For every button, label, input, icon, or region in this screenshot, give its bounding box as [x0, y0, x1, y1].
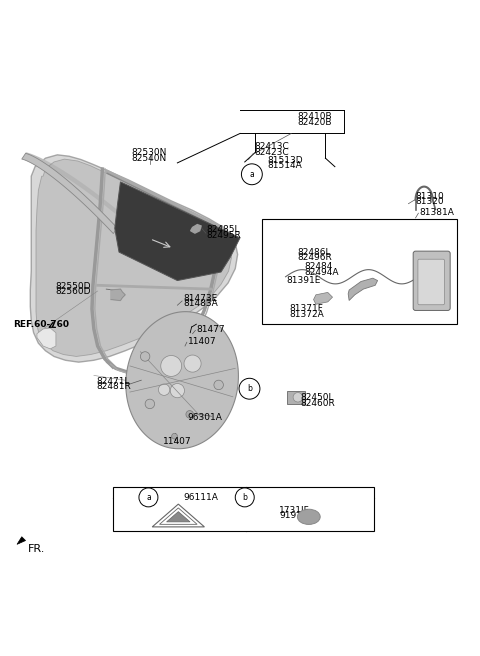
Text: 81391E: 81391E: [287, 276, 321, 285]
Text: 81477: 81477: [196, 325, 225, 334]
Polygon shape: [313, 293, 333, 304]
Text: 81372A: 81372A: [290, 310, 324, 319]
Text: 96111A: 96111A: [183, 493, 218, 502]
Circle shape: [186, 411, 193, 418]
Text: 82413C: 82413C: [254, 142, 289, 152]
Text: b: b: [242, 493, 247, 502]
Bar: [113, 487, 374, 531]
Polygon shape: [30, 155, 238, 362]
Polygon shape: [191, 224, 201, 233]
Text: 82481R: 82481R: [96, 382, 132, 392]
Text: REF.60-760: REF.60-760: [13, 319, 69, 329]
Polygon shape: [167, 512, 190, 522]
Text: 82496R: 82496R: [297, 253, 332, 262]
Text: a: a: [146, 493, 151, 502]
Text: 81514A: 81514A: [267, 161, 302, 171]
Polygon shape: [22, 154, 117, 234]
Polygon shape: [126, 312, 239, 449]
Circle shape: [158, 384, 170, 396]
Circle shape: [145, 399, 155, 409]
Text: 82486L: 82486L: [297, 247, 330, 256]
Polygon shape: [111, 289, 125, 300]
Text: 82494A: 82494A: [304, 268, 338, 277]
Text: 82460R: 82460R: [301, 399, 336, 408]
Polygon shape: [36, 159, 231, 356]
Text: 11407: 11407: [163, 438, 192, 446]
Polygon shape: [17, 537, 25, 544]
Text: 81473E: 81473E: [183, 294, 217, 302]
Text: 82423C: 82423C: [254, 148, 289, 157]
Text: 82560D: 82560D: [55, 287, 90, 297]
FancyBboxPatch shape: [418, 259, 444, 305]
Text: 82420B: 82420B: [297, 118, 331, 127]
Polygon shape: [348, 278, 378, 300]
Ellipse shape: [298, 509, 320, 524]
Bar: [288, 390, 305, 404]
Text: 81320: 81320: [416, 197, 444, 206]
Circle shape: [140, 352, 150, 361]
Text: 11407: 11407: [188, 337, 216, 346]
Text: 81310: 81310: [416, 192, 444, 201]
Text: FR.: FR.: [27, 544, 45, 554]
Text: 82530N: 82530N: [131, 148, 166, 157]
Text: 82410B: 82410B: [297, 112, 332, 121]
Text: 1731JF: 1731JF: [279, 506, 310, 515]
Text: 82540N: 82540N: [131, 154, 166, 163]
Text: 82450L: 82450L: [301, 393, 334, 402]
Text: a: a: [250, 170, 254, 179]
Text: 82471L: 82471L: [96, 377, 130, 386]
Circle shape: [161, 356, 181, 377]
Text: 81483A: 81483A: [183, 299, 218, 308]
Text: 82485L: 82485L: [207, 225, 240, 234]
Bar: [262, 219, 457, 324]
FancyBboxPatch shape: [413, 251, 450, 310]
Polygon shape: [115, 182, 240, 281]
Circle shape: [172, 434, 178, 439]
Text: 91971R: 91971R: [279, 512, 314, 520]
Text: 81513D: 81513D: [267, 155, 303, 165]
Text: 82550D: 82550D: [55, 281, 90, 291]
Text: 81381A: 81381A: [420, 208, 454, 216]
Polygon shape: [37, 328, 56, 349]
Circle shape: [170, 384, 184, 398]
Circle shape: [293, 392, 302, 402]
Text: 96301A: 96301A: [188, 413, 223, 422]
Text: 81371F: 81371F: [290, 304, 324, 313]
Text: b: b: [247, 384, 252, 393]
Circle shape: [184, 355, 201, 372]
Text: 82484: 82484: [304, 262, 333, 271]
Circle shape: [214, 380, 223, 390]
Text: 82495R: 82495R: [207, 231, 241, 240]
